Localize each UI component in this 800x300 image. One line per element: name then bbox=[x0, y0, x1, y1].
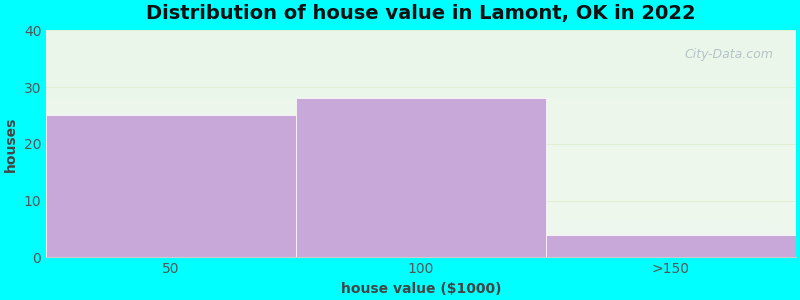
Title: Distribution of house value in Lamont, OK in 2022: Distribution of house value in Lamont, O… bbox=[146, 4, 696, 23]
Text: City-Data.com: City-Data.com bbox=[685, 48, 774, 62]
Bar bbox=[46, 116, 296, 257]
Y-axis label: houses: houses bbox=[4, 116, 18, 172]
Bar bbox=[546, 235, 796, 257]
X-axis label: house value ($1000): house value ($1000) bbox=[341, 282, 502, 296]
Bar bbox=[296, 98, 546, 257]
